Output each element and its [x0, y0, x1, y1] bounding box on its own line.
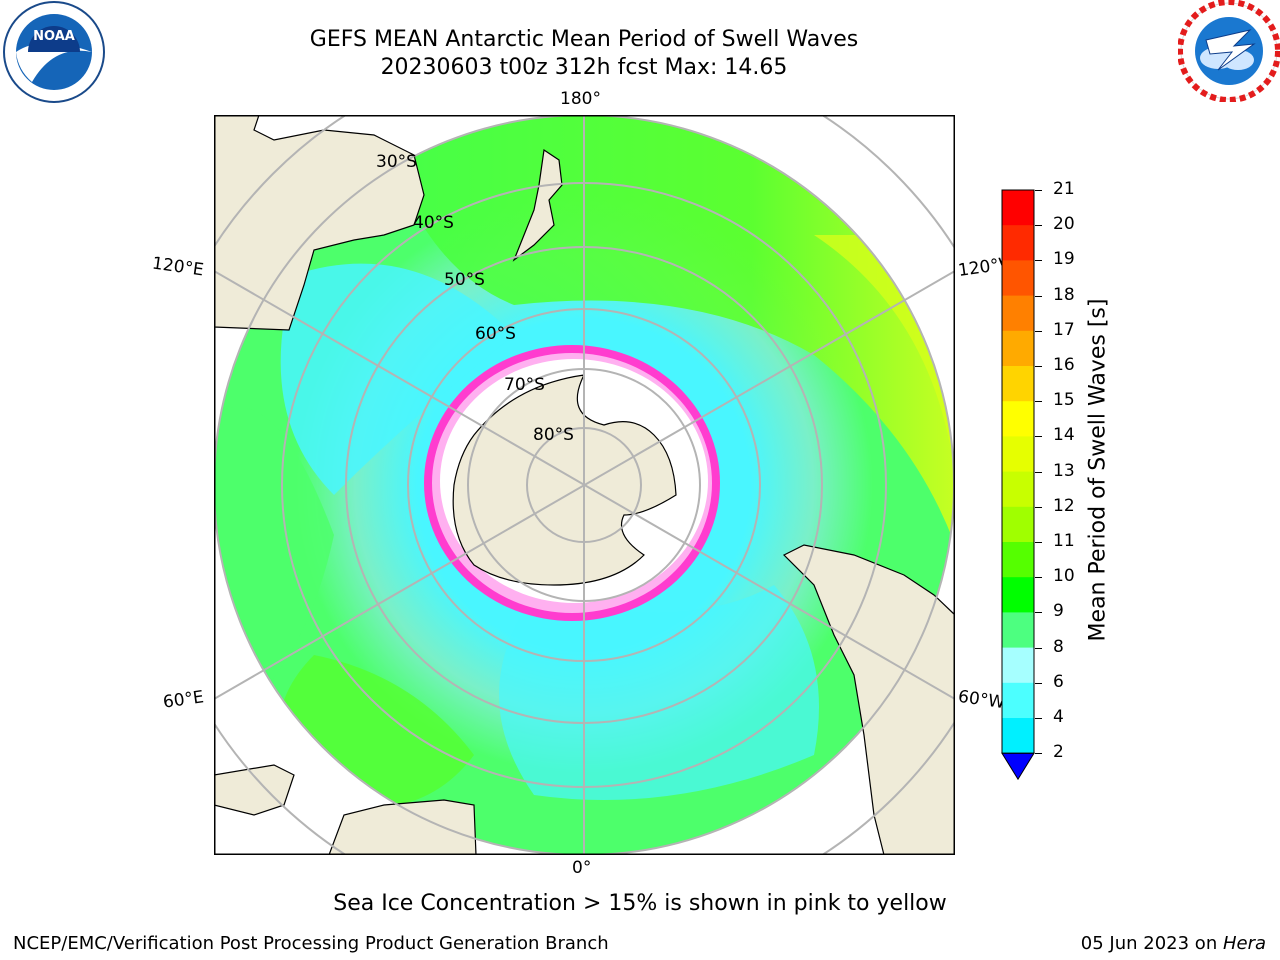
- nws-logo: [1177, 0, 1280, 103]
- colorbar-tick-mark: [1035, 436, 1042, 438]
- colorbar-band: [1002, 366, 1034, 402]
- colorbar-tick-label: 18: [1053, 284, 1075, 305]
- colorbar-band: [1002, 436, 1034, 473]
- title-line-2: 20230603 t00z 312h fcst Max: 14.65: [380, 55, 788, 80]
- colorbar-tick-label: 2: [1053, 742, 1064, 763]
- colorbar-tick-label: 17: [1053, 319, 1075, 340]
- colorbar-tick-label: 6: [1053, 671, 1064, 692]
- colorbar-tick-label: 21: [1053, 179, 1075, 199]
- colorbar: [1001, 186, 1035, 786]
- lon-label-bottom: 0°: [572, 858, 592, 878]
- colorbar-tick-label: 9: [1053, 601, 1064, 622]
- colorbar-tick-mark: [1035, 647, 1042, 649]
- colorbar-band: [1002, 260, 1034, 297]
- colorbar-tick-mark: [1035, 330, 1042, 332]
- sea-ice-caption: Sea Ice Concentration > 15% is shown in …: [333, 891, 947, 916]
- svg-text:NOAA: NOAA: [33, 29, 75, 44]
- colorbar-extension: [1001, 752, 1035, 781]
- colorbar-tick-mark: [1035, 366, 1042, 367]
- colorbar-band: [1002, 542, 1034, 578]
- footer-date: 05 Jun 2023 on: [1080, 933, 1223, 954]
- colorbar-band: [1002, 647, 1034, 684]
- lat-label-60s: 60°S: [475, 324, 516, 344]
- colorbar-band: [1002, 682, 1034, 719]
- lat-label-80s: 80°S: [533, 425, 574, 445]
- colorbar-tick-label: 13: [1053, 460, 1075, 481]
- colorbar-tick-label: 10: [1053, 566, 1075, 587]
- lon-label-120e: 120°E: [150, 253, 205, 281]
- colorbar-tick-label: 15: [1053, 390, 1075, 411]
- colorbar-tick-label: 12: [1053, 495, 1075, 516]
- footer-left: NCEP/EMC/Verification Post Processing Pr…: [13, 933, 609, 954]
- colorbar-tick-mark: [1035, 577, 1042, 579]
- colorbar-tick-mark: [1035, 471, 1042, 473]
- polar-map: [214, 115, 955, 855]
- colorbar-tick-label: 11: [1053, 531, 1075, 551]
- colorbar-tick-mark: [1035, 190, 1042, 191]
- noaa-logo: NOAA: [2, 0, 106, 104]
- colorbar-tick-mark: [1035, 612, 1042, 614]
- colorbar-tick-mark: [1035, 401, 1042, 403]
- lat-label-70s: 70°S: [504, 375, 545, 395]
- colorbar-band: [1002, 295, 1034, 332]
- colorbar-tick-mark: [1035, 753, 1042, 755]
- lat-label-40s: 40°S: [413, 213, 454, 233]
- lat-label-30s: 30°S: [376, 152, 417, 172]
- colorbar-frame: [1001, 189, 1035, 754]
- colorbar-tick-label: 8: [1053, 636, 1064, 657]
- lon-label-60e: 60°E: [161, 687, 206, 713]
- colorbar-tick-mark: [1035, 295, 1042, 297]
- footer-right: 05 Jun 2023 on Hera: [1081, 933, 1266, 954]
- colorbar-tick-mark: [1035, 225, 1042, 227]
- title-line-1: GEFS MEAN Antarctic Mean Period of Swell…: [309, 27, 859, 52]
- colorbar-tick-mark: [1035, 506, 1042, 508]
- colorbar-tick-mark: [1035, 718, 1042, 719]
- colorbar-tick-label: 20: [1053, 214, 1075, 235]
- lon-label-60w: 60°W: [956, 686, 1007, 714]
- colorbar-tick-mark: [1035, 682, 1042, 684]
- colorbar-band: [1002, 401, 1034, 437]
- colorbar-tick-label: 14: [1053, 425, 1075, 446]
- footer-host: Hera: [1222, 933, 1266, 954]
- colorbar-tick-mark: [1035, 542, 1042, 543]
- lat-label-50s: 50°S: [444, 270, 485, 290]
- colorbar-band: [1002, 612, 1034, 649]
- colorbar-tick-mark: [1035, 260, 1042, 262]
- colorbar-band: [1002, 330, 1034, 367]
- lon-label-top: 180°: [560, 89, 601, 109]
- colorbar-band: [1002, 718, 1034, 754]
- colorbar-band: [1002, 506, 1034, 543]
- colorbar-tick-label: 19: [1053, 249, 1075, 270]
- colorbar-label: Mean Period of Swell Waves [s]: [1085, 298, 1111, 642]
- colorbar-band: [1002, 471, 1034, 508]
- colorbar-band: [1002, 190, 1034, 226]
- colorbar-band: [1002, 225, 1034, 261]
- colorbar-tick-label: 16: [1053, 355, 1075, 375]
- colorbar-tick-label: 4: [1053, 707, 1064, 727]
- colorbar-band: [1002, 577, 1034, 613]
